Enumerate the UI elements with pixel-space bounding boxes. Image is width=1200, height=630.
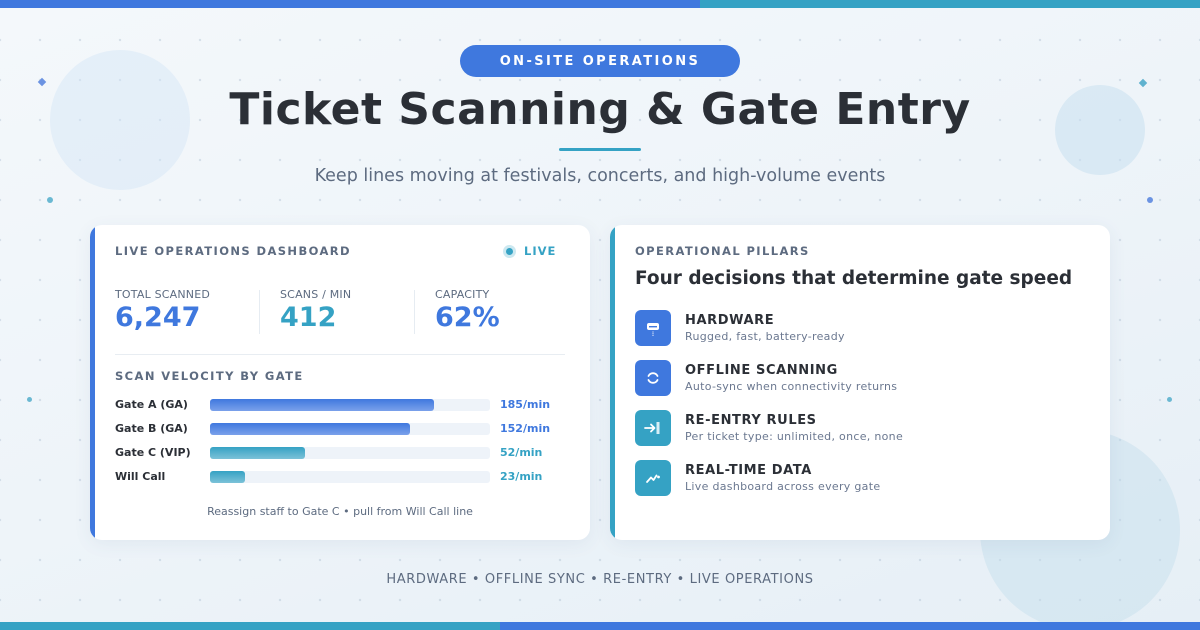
pillar-desc: Rugged, fast, battery-ready (685, 330, 845, 343)
live-label: LIVE (524, 244, 557, 258)
gate-name: Gate B (GA) (115, 422, 188, 435)
decorative-dot (47, 197, 53, 203)
bottom-accent-bar-blue (500, 622, 1200, 630)
gate-velocity-track (210, 423, 490, 435)
pillar-offline-scanning: OFFLINE SCANNING Auto-sync when connecti… (635, 360, 1095, 396)
pillar-title: REAL-TIME DATA (685, 463, 812, 478)
sync-icon (635, 360, 671, 396)
footer-tagline: HARDWARE • OFFLINE SYNC • RE-ENTRY • LIV… (386, 572, 814, 587)
decorative-dot (1147, 197, 1153, 203)
stat-scans-per-min: SCANS / MIN 412 (280, 288, 351, 333)
gate-name: Gate A (GA) (115, 398, 188, 411)
card-accent-bar (90, 225, 95, 540)
gate-row-b: Gate B (GA) 152/min (115, 422, 575, 436)
gate-row-a: Gate A (GA) 185/min (115, 398, 575, 412)
stat-label: SCANS / MIN (280, 288, 352, 301)
section-divider (115, 354, 565, 355)
gate-velocity-track (210, 471, 490, 483)
stat-capacity: CAPACITY 62% (435, 288, 500, 333)
pillar-desc: Live dashboard across every gate (685, 480, 881, 493)
scanner-icon (635, 310, 671, 346)
pillar-desc: Auto-sync when connectivity returns (685, 380, 898, 393)
top-accent-bar-blue (0, 0, 700, 8)
pillar-title: RE-ENTRY RULES (685, 413, 817, 428)
pillar-hardware: HARDWARE Rugged, fast, battery-ready (635, 310, 1095, 346)
gate-name: Will Call (115, 470, 166, 483)
gate-velocity-fill (210, 471, 245, 483)
decorative-dot (27, 397, 32, 402)
bottom-accent-bar-teal (0, 622, 500, 630)
pillars-eyebrow: OPERATIONAL PILLARS (635, 244, 810, 258)
top-accent-bar-teal (700, 0, 1200, 8)
gate-name: Gate C (VIP) (115, 446, 191, 459)
pillar-re-entry-rules: RE-ENTRY RULES Per ticket type: unlimite… (635, 410, 1095, 446)
trend-line-icon (635, 460, 671, 496)
stat-value: 62% (435, 302, 500, 333)
pillars-heading: Four decisions that determine gate speed (635, 268, 1073, 289)
gate-row-c: Gate C (VIP) 52/min (115, 446, 575, 460)
operational-pillars-card: OPERATIONAL PILLARS Four decisions that … (610, 225, 1110, 540)
page-subtitle: Keep lines moving at festivals, concerts… (314, 166, 886, 186)
pillar-real-time-data: REAL-TIME DATA Live dashboard across eve… (635, 460, 1095, 496)
pillar-title: HARDWARE (685, 313, 775, 328)
enter-gate-icon (635, 410, 671, 446)
gate-velocity-track (210, 447, 490, 459)
stat-divider (414, 290, 415, 334)
gate-rate: 23/min (500, 470, 543, 483)
gate-rate: 185/min (500, 398, 551, 411)
title-underline (559, 148, 641, 151)
gate-rate: 152/min (500, 422, 551, 435)
velocity-heading: SCAN VELOCITY BY GATE (115, 369, 304, 383)
live-indicator: LIVE (503, 244, 556, 258)
pillar-title: OFFLINE SCANNING (685, 363, 838, 378)
gate-row-will-call: Will Call 23/min (115, 470, 575, 484)
page-title: Ticket Scanning & Gate Entry (229, 84, 971, 135)
stat-label: CAPACITY (435, 288, 490, 301)
stat-value: 412 (280, 302, 337, 333)
decorative-circle (1055, 85, 1145, 175)
gate-velocity-track (210, 399, 490, 411)
dashboard-eyebrow: LIVE OPERATIONS DASHBOARD (115, 244, 351, 258)
live-pulse-icon (503, 244, 516, 258)
live-operations-dashboard-card: LIVE OPERATIONS DASHBOARD LIVE TOTAL SCA… (90, 225, 590, 540)
section-badge: ON-SITE OPERATIONS (460, 45, 740, 77)
gate-velocity-fill (210, 399, 434, 411)
stat-label: TOTAL SCANNED (115, 288, 211, 301)
stat-value: 6,247 (115, 302, 201, 333)
stat-total-scanned: TOTAL SCANNED 6,247 (115, 288, 210, 333)
decorative-circle (50, 50, 190, 190)
card-accent-bar (610, 225, 615, 540)
staffing-recommendation: Reassign staff to Gate C • pull from Wil… (207, 505, 473, 518)
pillar-desc: Per ticket type: unlimited, once, none (685, 430, 904, 443)
gate-velocity-fill (210, 447, 306, 459)
decorative-dot (1167, 397, 1172, 402)
gate-velocity-fill (210, 423, 411, 435)
gate-rate: 52/min (500, 446, 543, 459)
stat-divider (259, 290, 260, 334)
